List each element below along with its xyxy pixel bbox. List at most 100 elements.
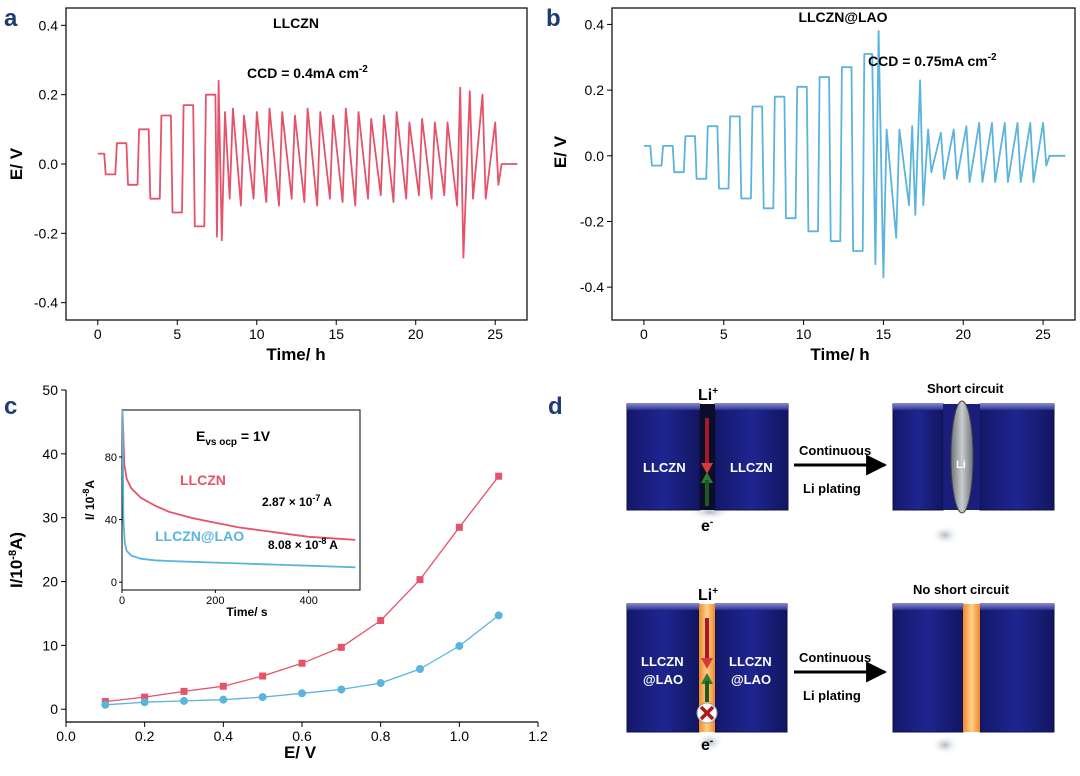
block-label-left-2: @LAO bbox=[643, 672, 683, 687]
y-tick-label: 0 bbox=[50, 701, 58, 717]
y-tick-label: 20 bbox=[42, 574, 58, 590]
block-label-left-1: LLCZN bbox=[641, 654, 684, 669]
x-axis-label: Time/ h bbox=[266, 345, 325, 364]
schematic-top: Li+ e- LLCZN LLCZN Continuous Li plating… bbox=[626, 381, 1055, 545]
block-top-face bbox=[893, 404, 943, 410]
panel-letter-b: b bbox=[546, 5, 561, 32]
li-ion-label: Li+ bbox=[698, 586, 718, 604]
block-top-face bbox=[627, 604, 699, 610]
series-line-llczn-lao bbox=[643, 30, 1066, 279]
data-point-llczn bbox=[416, 576, 424, 584]
block-label-right-1: LLCZN bbox=[729, 654, 772, 669]
electron-arrow-head bbox=[701, 472, 713, 483]
y-tick-label: -0.2 bbox=[580, 213, 604, 229]
y-tick-label: 0.2 bbox=[585, 82, 605, 98]
data-point-llczn-lao bbox=[376, 679, 385, 688]
x-tick-label: 0.4 bbox=[214, 728, 234, 744]
data-point-llczn-lao bbox=[180, 696, 188, 705]
li-dendrite bbox=[950, 400, 974, 514]
schematic-d: Li+ e- LLCZN LLCZN Continuous Li plating… bbox=[626, 381, 1055, 755]
arrow-label-continuous: Continuous bbox=[799, 443, 871, 458]
x-tick-label: 20 bbox=[955, 326, 971, 342]
data-point-llczn bbox=[495, 472, 503, 480]
data-point-llczn bbox=[298, 659, 306, 667]
inset-line-llczn-lao bbox=[121, 409, 356, 569]
result-label-no-short: No short circuit bbox=[913, 582, 1010, 597]
lao-coating bbox=[963, 604, 980, 732]
data-point-llczn bbox=[337, 643, 345, 651]
x-tick-label: 0 bbox=[640, 326, 648, 342]
ion-arrow-head bbox=[701, 658, 713, 669]
y-tick-label: 0.4 bbox=[39, 17, 59, 33]
x-tick-label: 20 bbox=[408, 326, 424, 342]
block-top-face bbox=[893, 604, 963, 610]
plot-title: LLCZN bbox=[273, 15, 319, 31]
y-tick-label: 0.2 bbox=[39, 87, 59, 103]
inset-x-tick-label: 400 bbox=[299, 595, 317, 607]
data-point-llczn bbox=[377, 616, 385, 624]
block-top-face bbox=[715, 404, 788, 410]
arrow-label-continuous: Continuous bbox=[799, 650, 871, 665]
data-point-llczn-lao bbox=[258, 693, 267, 702]
chart-c: 0.0 0.2 0.4 0.6 0.8 1.0 1.2 0 10 20 30 40 50 E/ V I/10… bbox=[7, 382, 548, 762]
x-tick-label: 1.2 bbox=[528, 728, 548, 744]
ccd-annotation: CCD = 0.4mA cm-2 bbox=[247, 64, 368, 81]
x-tick-label: 0.8 bbox=[371, 728, 391, 744]
block-top-face bbox=[980, 404, 1054, 410]
inset-x-axis-label: Time/ s bbox=[226, 605, 267, 619]
block-shadow bbox=[931, 735, 959, 755]
chart-a: 0 5 10 15 20 25 0.4 0.2 0.0 -0.2 -0.4 LLCZN CCD = 0.… bbox=[7, 7, 528, 364]
block-label-left: LLCZN bbox=[643, 460, 686, 475]
electrolyte-block-right bbox=[714, 403, 789, 511]
x-tick-label: 5 bbox=[720, 326, 728, 342]
x-axis-label: E/ V bbox=[284, 743, 317, 762]
inset-label-llczn-lao: LLCZN@LAO bbox=[155, 528, 244, 544]
inset-line-llczn bbox=[121, 409, 356, 541]
plot-title: LLCZN@LAO bbox=[798, 9, 887, 25]
block-label-right: LLCZN bbox=[730, 460, 773, 475]
x-tick-label: 10 bbox=[249, 326, 265, 342]
panel-letter-c: c bbox=[4, 393, 17, 420]
result-block-right bbox=[979, 603, 1055, 733]
inset-y-tick-label: 0 bbox=[111, 577, 117, 589]
data-point-llczn bbox=[219, 682, 227, 690]
x-tick-label: 15 bbox=[876, 326, 892, 342]
plot-frame bbox=[611, 7, 1076, 321]
li-ion-label: Li+ bbox=[698, 386, 718, 404]
arrow-label-plating: Li plating bbox=[803, 688, 861, 703]
inset-chart: 0 200 400 0 40 80 Evs ocp = 1V LLCZN LLCZN@LAO 2.… bbox=[81, 409, 361, 619]
panel-letter-a: a bbox=[4, 5, 18, 32]
y-axis-label: E/ V bbox=[551, 135, 570, 168]
data-point-llczn-lao bbox=[494, 611, 503, 620]
block-top-face bbox=[627, 404, 700, 410]
inset-x-tick-label: 200 bbox=[206, 595, 224, 607]
data-point-llczn-lao bbox=[298, 689, 306, 698]
y-tick-label: 0.4 bbox=[585, 16, 605, 32]
y-tick-label: -0.4 bbox=[580, 279, 604, 295]
chart-b: 0 5 10 15 20 25 0.4 0.2 0.0 -0.2 -0.4 LLCZN@LAO CCD … bbox=[551, 7, 1076, 364]
inset-x-tick-label: 0 bbox=[119, 595, 125, 607]
x-tick-label: 0 bbox=[94, 326, 102, 342]
block-top-face bbox=[715, 604, 787, 610]
data-point-llczn bbox=[259, 672, 267, 680]
y-tick-label: 10 bbox=[42, 637, 58, 653]
inset-y-axis-label: I/ 10-8A bbox=[81, 480, 97, 520]
panel-letter-d: d bbox=[548, 393, 563, 420]
electrolyte-block-left bbox=[626, 603, 700, 733]
y-tick-label: 40 bbox=[42, 446, 58, 462]
data-point-llczn-lao bbox=[219, 695, 228, 704]
ion-arrow-head bbox=[701, 463, 713, 474]
electron-arrow-head bbox=[701, 673, 713, 684]
arrow-label-plating: Li plating bbox=[803, 481, 861, 496]
x-tick-label: 10 bbox=[796, 326, 812, 342]
y-tick-label: 0.0 bbox=[585, 148, 605, 164]
dendrite-label: Li bbox=[956, 459, 966, 471]
data-point-llczn bbox=[455, 523, 463, 531]
x-tick-label: 15 bbox=[328, 326, 344, 342]
data-point-llczn-lao bbox=[455, 642, 464, 651]
x-tick-label: 25 bbox=[487, 326, 503, 342]
series-line-llczn bbox=[97, 79, 518, 259]
block-shadow bbox=[696, 732, 724, 752]
ccd-annotation: CCD = 0.75mA cm-2 bbox=[868, 52, 997, 69]
